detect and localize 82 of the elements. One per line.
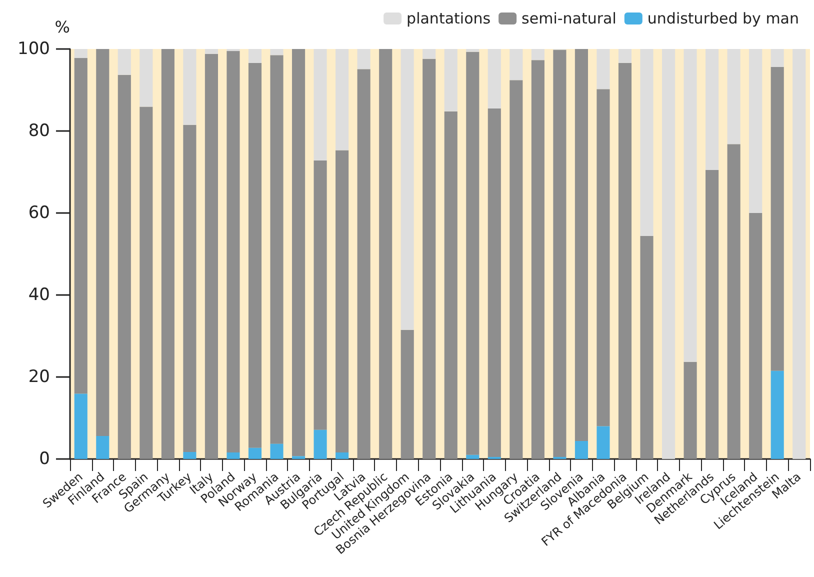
y-tick-label: 20 xyxy=(28,367,50,387)
bar xyxy=(618,49,632,63)
bar xyxy=(596,89,610,426)
bar xyxy=(488,49,501,108)
bar xyxy=(510,49,523,80)
bar xyxy=(74,394,88,459)
bar xyxy=(314,430,327,459)
bar xyxy=(270,49,284,56)
bar xyxy=(183,452,196,459)
bar xyxy=(74,58,88,394)
bar xyxy=(706,49,719,170)
bar xyxy=(379,49,392,459)
bar xyxy=(183,49,196,125)
bar xyxy=(400,49,414,330)
bar xyxy=(596,49,610,90)
bar xyxy=(248,49,262,63)
y-tick-label: 100 xyxy=(18,39,50,59)
bar xyxy=(357,69,370,459)
bar xyxy=(140,49,153,107)
bar xyxy=(706,170,719,459)
bar xyxy=(727,144,740,459)
bar xyxy=(488,108,501,457)
bar xyxy=(466,454,480,459)
bar xyxy=(118,74,131,459)
bar xyxy=(531,60,544,459)
bar xyxy=(618,62,632,459)
bar xyxy=(226,51,240,452)
bar xyxy=(357,49,370,70)
bar xyxy=(640,49,654,236)
bar xyxy=(510,80,523,459)
bar xyxy=(422,49,436,59)
bar xyxy=(444,111,458,459)
bar xyxy=(314,160,327,430)
bar xyxy=(574,49,588,441)
bar xyxy=(204,54,218,459)
bar xyxy=(96,49,110,436)
bar xyxy=(574,440,588,459)
bar xyxy=(270,444,284,459)
bar xyxy=(422,58,436,459)
bar xyxy=(248,448,262,459)
bar xyxy=(226,452,240,459)
bar xyxy=(140,106,153,459)
bar xyxy=(596,426,610,459)
bar xyxy=(204,49,218,54)
legend-label: plantations xyxy=(406,10,491,28)
y-tick-label: 60 xyxy=(28,203,50,223)
bar xyxy=(314,49,327,161)
bar xyxy=(248,62,262,448)
legend-label: semi-natural xyxy=(522,10,616,28)
bar xyxy=(640,236,654,459)
bar xyxy=(770,49,784,68)
bar xyxy=(183,124,196,452)
bar xyxy=(684,362,697,459)
bar xyxy=(444,49,458,112)
bar xyxy=(292,456,306,459)
bar xyxy=(770,370,784,459)
bar xyxy=(161,49,174,459)
bar xyxy=(336,49,349,150)
bar xyxy=(727,49,740,144)
bar xyxy=(684,49,697,362)
bar xyxy=(270,55,284,444)
bar xyxy=(466,49,480,52)
y-tick-label: 40 xyxy=(28,285,50,305)
bar xyxy=(466,52,480,455)
bar xyxy=(74,49,88,58)
bar xyxy=(336,452,349,459)
bar xyxy=(96,436,110,459)
bar xyxy=(553,50,566,457)
y-axis-title: % xyxy=(54,18,70,36)
bar xyxy=(400,330,414,459)
bar xyxy=(336,150,349,452)
bar xyxy=(792,49,806,459)
legend-label: undisturbed by man xyxy=(647,10,800,28)
bar xyxy=(118,49,131,75)
y-tick-label: 0 xyxy=(39,449,50,469)
bar xyxy=(292,49,306,456)
bar xyxy=(662,49,676,459)
bar xyxy=(770,67,784,371)
bar xyxy=(531,49,544,60)
bar xyxy=(749,213,762,459)
bar xyxy=(749,49,762,213)
y-tick-label: 80 xyxy=(28,121,50,141)
